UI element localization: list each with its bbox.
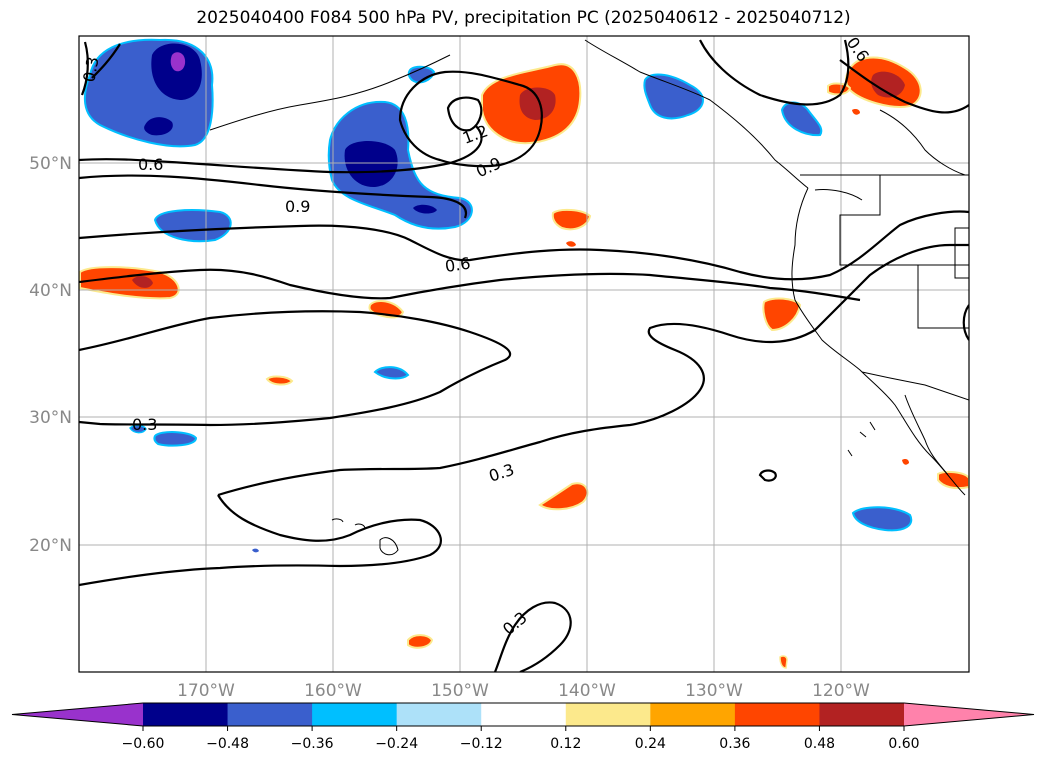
chart-title: 2025040400 F084 500 hPa PV, precipitatio… (196, 8, 851, 28)
lat-labels: 50°N 40°N 30°N 20°N (29, 154, 72, 556)
lon-label: 160°W (304, 681, 362, 701)
lat-label: 20°N (29, 536, 72, 556)
lon-label: 140°W (558, 681, 616, 701)
colorbar-segment (227, 703, 313, 726)
lat-label: 50°N (29, 154, 72, 174)
colorbar-segment (819, 703, 905, 726)
lon-label: 150°W (431, 681, 489, 701)
colorbar-tick-label: −0.60 (122, 736, 165, 752)
contour-label: 0.3 (79, 55, 102, 83)
colorbar-tick-label: 0.48 (804, 736, 835, 752)
pv-contours (79, 39, 969, 672)
contour-label: 0.3 (132, 415, 157, 434)
contour-label: 0.9 (285, 197, 310, 216)
colorbar-segment (396, 703, 482, 726)
colorbar-segment (565, 703, 651, 726)
lon-label: 130°W (685, 681, 743, 701)
lon-labels: 170°W 160°W 150°W 140°W 130°W 120°W (177, 681, 870, 701)
colorbar-tick-label: −0.48 (206, 736, 249, 752)
colorbar-tick-label: 0.24 (635, 736, 666, 752)
colorbar-segment (481, 703, 567, 726)
colorbar: −0.60 −0.48 −0.36 −0.24 −0.12 0.12 0.24 0.36 0.4… (11, 702, 1035, 752)
contour-label: 0.9 (473, 153, 504, 181)
lat-label: 30°N (29, 408, 72, 428)
lon-label: 170°W (177, 681, 235, 701)
contour-label: 0.6 (138, 155, 163, 174)
colorbar-extend-min (12, 703, 143, 726)
precip-layer (79, 38, 969, 669)
colorbar-tick-label: −0.36 (291, 736, 334, 752)
map-frame (78, 35, 970, 673)
contour-label: 0.6 (444, 254, 472, 276)
colorbar-tick-label: −0.12 (460, 736, 503, 752)
colorbar-segment (650, 703, 736, 726)
coastlines (209, 39, 969, 556)
colorbar-segment (143, 703, 229, 726)
colorbar-tick-label: 0.60 (888, 736, 919, 752)
colorbar-segment (312, 703, 398, 726)
contour-label: 1.2 (460, 121, 490, 148)
colorbar-tick-label: 0.36 (719, 736, 750, 752)
colorbar-tick-label: −0.24 (375, 736, 418, 752)
colorbar-extend-max (904, 703, 1034, 726)
colorbar-segment (734, 703, 820, 726)
contour-labels: 0.3 0.6 0.9 1.2 0.9 0.6 0.3 0.3 0.3 0.6 (79, 33, 872, 638)
colorbar-tick-label: 0.12 (550, 736, 581, 752)
contour-label: 0.3 (487, 460, 517, 486)
lon-label: 120°W (812, 681, 870, 701)
lat-label: 40°N (29, 281, 72, 301)
